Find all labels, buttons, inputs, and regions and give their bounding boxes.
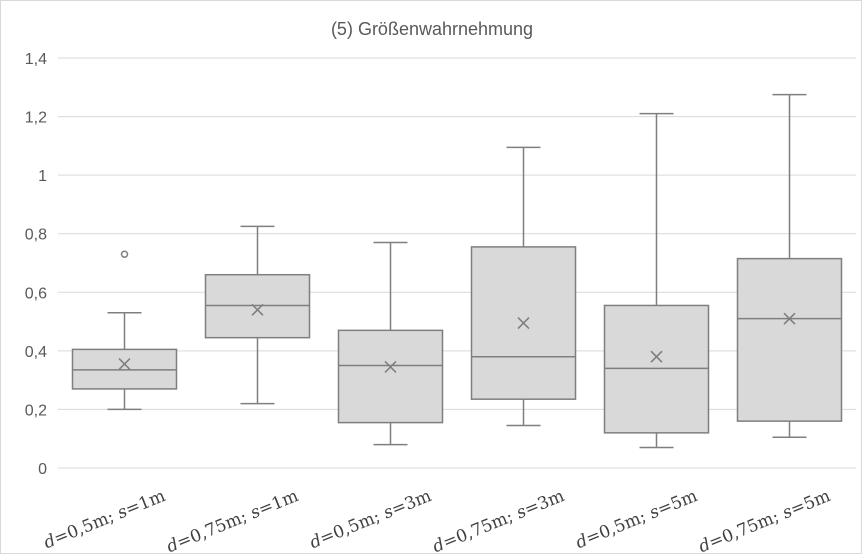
outlier-point [120, 250, 129, 258]
mean-marker [118, 357, 131, 371]
x-category-label: d=0,75m; s=5m [696, 486, 833, 556]
mean-marker [251, 303, 264, 316]
x-category-label: d=0,5m; s=5m [573, 486, 700, 553]
y-tick-label: 0,4 [25, 344, 47, 361]
x-category-label: d=0,5m; s=3m [307, 486, 434, 553]
x-category-label: d=0,5m; s=1m [41, 486, 168, 553]
y-tick-label: 0 [38, 461, 47, 478]
y-tick-label: 1 [38, 168, 47, 185]
mean-marker [783, 312, 796, 325]
y-tick-label: 1,2 [25, 110, 47, 127]
chart-title: (5) Größenwahrnehmung [330, 19, 534, 39]
y-tick-label: 0,6 [25, 285, 47, 302]
x-category-label: d=0,75m; s=1m [164, 486, 301, 556]
mean-marker [650, 350, 663, 363]
y-tick-label: 0,2 [25, 402, 47, 419]
x-category-label: d=0,75m; s=3m [430, 486, 567, 556]
y-tick-label: 1,4 [25, 51, 47, 68]
mean-marker [517, 316, 530, 330]
box-iqr [337, 329, 444, 424]
mean-marker [384, 360, 397, 374]
y-tick-label: 0,8 [25, 227, 47, 244]
box-iqr [736, 257, 843, 422]
